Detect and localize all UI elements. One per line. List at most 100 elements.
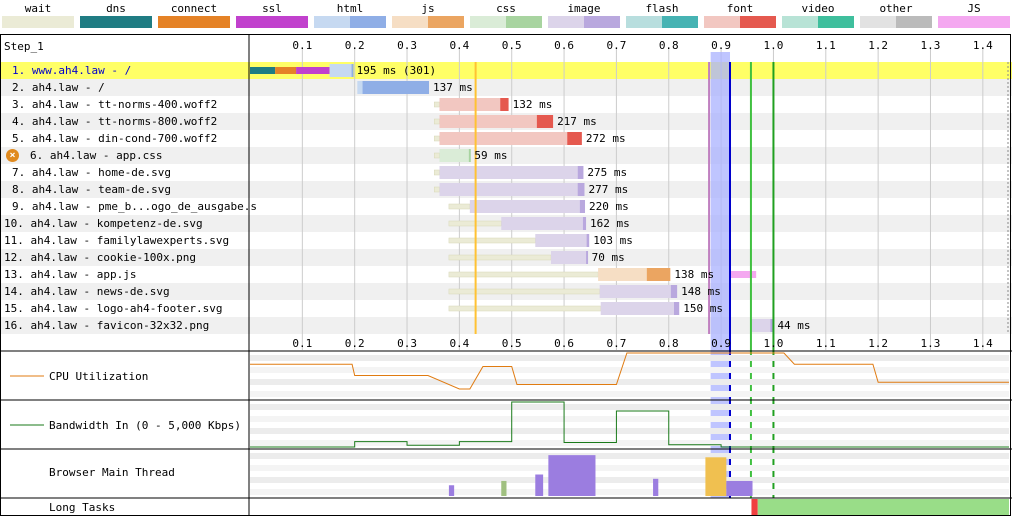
legend-swatch: [236, 16, 308, 28]
ttfb-bar: [357, 81, 363, 94]
main-thread-stripe: [250, 477, 1009, 483]
main-thread-stripe: [250, 453, 1009, 459]
legend-item-html: html: [312, 0, 388, 34]
legend-swatch: [938, 16, 1010, 28]
download-bar: [579, 200, 586, 213]
ttfb-bar: [535, 234, 587, 247]
download-bar: [646, 268, 671, 281]
x-tick-label-bottom: 0.8: [658, 337, 679, 350]
bandwidth-stripe: [250, 440, 1009, 446]
main-thread-activity: [653, 478, 659, 496]
x-tick-label-bottom: 1.3: [920, 337, 941, 350]
legend-swatch: [860, 16, 932, 28]
cpu-stripe: [250, 367, 1009, 373]
download-bar: [577, 166, 584, 179]
legend-item-flash: flash: [624, 0, 700, 34]
legend-label: other: [879, 2, 913, 15]
request-duration: 137 ms: [433, 81, 473, 94]
request-duration: 103 ms: [593, 234, 633, 247]
legend: wait dns connect ssl html js css image flash font…: [0, 0, 1012, 34]
request-label: 2. ah4.law - /: [12, 81, 105, 94]
request-duration: 162 ms: [590, 217, 630, 230]
ttfb-bar: [439, 149, 469, 162]
legend-swatch: [548, 16, 620, 28]
main-thread-activity: [535, 474, 544, 496]
cpu-utilization-line: [250, 352, 1009, 390]
request-label: 8. ah4.law - team-de.svg: [12, 183, 171, 196]
legend-item-other: other: [858, 0, 934, 34]
legend-label: js: [421, 2, 435, 15]
ttfb-bar: [550, 251, 587, 264]
download-bar: [586, 251, 589, 264]
legend-swatch: [2, 16, 74, 28]
download-bar: [500, 98, 509, 111]
request-label: 16. ah4.law - favicon-32x32.png: [4, 319, 210, 332]
request-duration: 272 ms: [585, 132, 626, 145]
download-bar: [670, 285, 678, 298]
x-tick-label-top: 0.5: [501, 39, 522, 52]
dns-bar: [250, 67, 276, 74]
ttfb-bar: [439, 98, 501, 111]
wait-bar: [448, 271, 599, 278]
x-tick-label-top: 0.8: [658, 39, 679, 52]
request-duration: 70 ms: [591, 251, 625, 264]
legend-item-css: css: [468, 0, 544, 34]
row-background: [0, 62, 1012, 79]
legend-item-js-execution: JS Execution: [936, 0, 1012, 34]
ttfb-bar: [600, 302, 674, 315]
wait-bar: [434, 186, 440, 193]
x-tick-label-bottom: 0.7: [606, 337, 627, 350]
bandwidth-stripe: [250, 404, 1009, 410]
x-tick-label-top: 0.6: [554, 39, 574, 52]
download-bar: [673, 302, 680, 315]
main-thread-activity: [448, 485, 455, 496]
request-label: 10. ah4.law - kompetenz-de.svg: [4, 217, 203, 230]
long-task-bar: [751, 499, 758, 515]
ttfb-bar: [750, 319, 771, 332]
x-tick-label-top: 0.7: [606, 39, 627, 52]
ttfb-bar: [599, 285, 671, 298]
download-bar: [577, 183, 585, 196]
js-execution-bar: [728, 271, 757, 278]
download-bar: [586, 234, 590, 247]
legend-swatch: [80, 16, 152, 28]
legend-item-js: js: [390, 0, 466, 34]
request-label: 7. ah4.law - home-de.svg: [12, 166, 171, 179]
long-tasks-label: Long Tasks: [49, 501, 116, 514]
request-label: 5. ah4.law - din-cond-700.woff2: [12, 132, 218, 145]
x-tick-label-top: 1.2: [868, 39, 889, 52]
main-thread-activity: [548, 455, 596, 496]
legend-item-dns: dns: [78, 0, 154, 34]
request-duration: 220 ms: [589, 200, 629, 213]
bandwidth-line: [250, 401, 1009, 448]
request-label: 15. ah4.law - logo-ah4-footer.svg: [4, 302, 223, 315]
wait-bar: [448, 254, 552, 261]
main-thread-label: Browser Main Thread: [49, 466, 175, 479]
legend-swatch: [470, 16, 542, 28]
cpu-stripe: [250, 391, 1009, 397]
request-duration: 148 ms: [681, 285, 721, 298]
legend-item-connect: connect: [156, 0, 232, 34]
wait-bar: [434, 135, 440, 142]
download-bar: [468, 149, 471, 162]
legend-swatch: [314, 16, 386, 28]
ttfb-bar: [329, 64, 352, 77]
step-label: Step_1: [4, 40, 44, 53]
legend-label: dns: [106, 2, 126, 15]
bandwidth-stripe: [250, 428, 1009, 434]
x-tick-label-top: 1.4: [972, 39, 993, 52]
request-label: 6. ah4.law - app.css: [30, 149, 163, 162]
waterfall-chart: Step_1 0.1 0.1 0.2 0.2 0.3 0.3 0.4 0.4 0.5 0.5 0.6…: [0, 34, 1012, 516]
legend-swatch: [782, 16, 854, 28]
x-tick-label-bottom: 1.2: [868, 337, 889, 350]
legend-item-video: video: [780, 0, 856, 34]
download-bar: [567, 132, 582, 145]
request-label: 13. ah4.law - app.js: [4, 268, 137, 281]
legend-label: ssl: [262, 2, 282, 15]
legend-item-wait: wait: [0, 0, 76, 34]
x-tick-label-bottom: 0.5: [501, 337, 522, 350]
legend-label: css: [496, 2, 516, 15]
request-label: 4. ah4.law - tt-norms-800.woff2: [12, 115, 218, 128]
waterfall-svg: [0, 34, 1012, 516]
main-thread-stripe: [250, 465, 1009, 471]
